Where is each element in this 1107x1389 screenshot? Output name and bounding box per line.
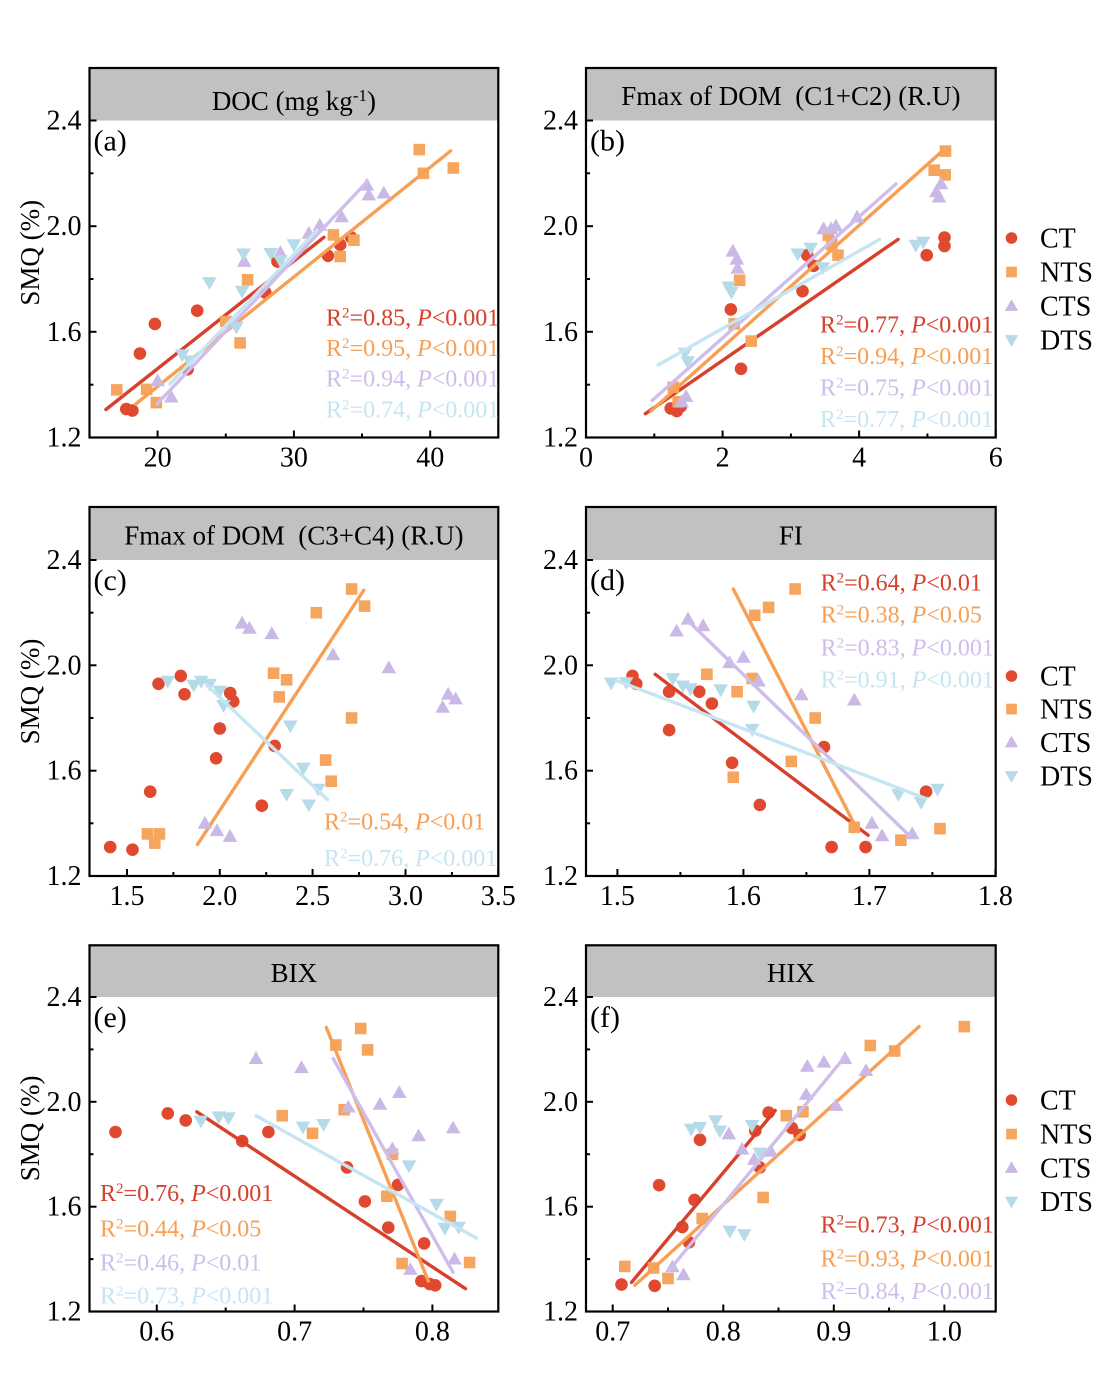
svg-text:2.4: 2.4 [543, 106, 578, 137]
svg-text:30: 30 [280, 443, 308, 474]
svg-text:2.4: 2.4 [47, 982, 82, 1013]
svg-text:2.4: 2.4 [47, 545, 82, 576]
svg-text:0.7: 0.7 [595, 1317, 630, 1348]
svg-text:(b): (b) [590, 125, 625, 158]
svg-text:(c): (c) [94, 564, 127, 597]
svg-text:1.2: 1.2 [47, 861, 82, 892]
svg-text:1.6: 1.6 [47, 317, 82, 348]
svg-text:DTS: DTS [1040, 762, 1093, 793]
svg-text:R2=0.91, P<0.001: R2=0.91, P<0.001 [821, 668, 994, 694]
svg-text:1.2: 1.2 [543, 423, 578, 454]
svg-text:2.0: 2.0 [543, 211, 578, 242]
svg-text:R2=0.76, P<0.001: R2=0.76, P<0.001 [324, 846, 497, 872]
svg-text:0: 0 [579, 443, 593, 474]
svg-text:3.5: 3.5 [481, 881, 516, 912]
svg-text:R2=0.76, P<0.001: R2=0.76, P<0.001 [100, 1181, 273, 1207]
svg-text:NTS: NTS [1040, 695, 1093, 726]
svg-text:CT: CT [1040, 224, 1076, 255]
svg-text:6: 6 [989, 443, 1003, 474]
svg-text:1.6: 1.6 [543, 756, 578, 787]
svg-text:2.0: 2.0 [47, 650, 82, 681]
svg-text:R2=0.77, P<0.001: R2=0.77, P<0.001 [820, 313, 993, 339]
svg-text:3.0: 3.0 [388, 881, 423, 912]
svg-text:(d): (d) [590, 564, 625, 597]
svg-text:CTS: CTS [1040, 728, 1091, 759]
svg-text:0.8: 0.8 [415, 1317, 450, 1348]
svg-text:4: 4 [852, 443, 866, 474]
svg-text:(f): (f) [590, 1001, 620, 1034]
svg-text:R2=0.77, P<0.001: R2=0.77, P<0.001 [820, 407, 993, 433]
svg-text:DTS: DTS [1040, 1187, 1093, 1218]
svg-text:20: 20 [144, 443, 172, 474]
svg-text:2.0: 2.0 [543, 650, 578, 681]
svg-text:CT: CT [1040, 1086, 1076, 1117]
svg-text:2.4: 2.4 [543, 545, 578, 576]
svg-text:CT: CT [1040, 662, 1076, 693]
svg-text:DTS: DTS [1040, 326, 1093, 357]
svg-text:2.0: 2.0 [47, 1087, 82, 1118]
svg-text:(a): (a) [94, 125, 127, 158]
svg-text:R2=0.94, P<0.001: R2=0.94, P<0.001 [326, 367, 499, 393]
svg-text:1.2: 1.2 [543, 861, 578, 892]
svg-text:1.6: 1.6 [726, 881, 761, 912]
svg-text:R2=0.44, P<0.05: R2=0.44, P<0.05 [100, 1216, 261, 1242]
svg-text:R2=0.54, P<0.01: R2=0.54, P<0.01 [324, 810, 485, 836]
svg-text:2.0: 2.0 [47, 211, 82, 242]
svg-text:R2=0.74, P<0.001: R2=0.74, P<0.001 [326, 397, 499, 423]
svg-text:R2=0.38, P<0.05: R2=0.38, P<0.05 [821, 603, 982, 629]
svg-text:R2=0.83, P<0.001: R2=0.83, P<0.001 [821, 635, 994, 661]
svg-text:R2=0.73, P<0.001: R2=0.73, P<0.001 [100, 1284, 273, 1310]
svg-text:1.0: 1.0 [927, 1317, 962, 1348]
svg-text:0.7: 0.7 [277, 1317, 312, 1348]
svg-text:R2=0.73, P<0.001: R2=0.73, P<0.001 [821, 1212, 994, 1238]
svg-text:Fmax of DOM (C1+C2) (R.U): Fmax of DOM (C1+C2) (R.U) [621, 81, 960, 111]
svg-text:R2=0.84, P<0.001: R2=0.84, P<0.001 [821, 1279, 994, 1305]
svg-text:0.6: 0.6 [139, 1317, 174, 1348]
svg-text:NTS: NTS [1040, 1120, 1093, 1151]
svg-text:0.8: 0.8 [706, 1317, 741, 1348]
svg-text:R2=0.93, P<0.001: R2=0.93, P<0.001 [821, 1247, 994, 1273]
svg-text:BIX: BIX [271, 958, 318, 988]
svg-text:1.6: 1.6 [543, 1192, 578, 1223]
svg-text:R2=0.75, P<0.001: R2=0.75, P<0.001 [820, 376, 993, 402]
svg-text:2.4: 2.4 [543, 982, 578, 1013]
svg-text:DOC (mg kg-1): DOC (mg kg-1) [212, 86, 376, 116]
svg-text:1.6: 1.6 [47, 1192, 82, 1223]
svg-text:R2=0.64, P<0.01: R2=0.64, P<0.01 [821, 571, 982, 597]
svg-text:R2=0.85, P<0.001: R2=0.85, P<0.001 [326, 306, 499, 332]
svg-text:2.0: 2.0 [543, 1087, 578, 1118]
svg-text:Fmax of DOM (C3+C4) (R.U): Fmax of DOM (C3+C4) (R.U) [124, 521, 463, 551]
svg-text:2.0: 2.0 [202, 881, 237, 912]
svg-text:1.5: 1.5 [110, 881, 145, 912]
svg-text:2: 2 [716, 443, 730, 474]
svg-text:NTS: NTS [1040, 258, 1093, 289]
svg-text:R2=0.46, P<0.01: R2=0.46, P<0.01 [100, 1250, 261, 1276]
svg-text:2.4: 2.4 [47, 106, 82, 137]
svg-text:FI: FI [779, 521, 803, 551]
svg-text:2.5: 2.5 [295, 881, 330, 912]
svg-text:SMQ (%): SMQ (%) [15, 639, 45, 745]
svg-text:R2=0.94, P<0.001: R2=0.94, P<0.001 [820, 344, 993, 370]
svg-text:1.6: 1.6 [543, 317, 578, 348]
svg-text:1.7: 1.7 [852, 881, 887, 912]
svg-text:R2=0.95, P<0.001: R2=0.95, P<0.001 [326, 336, 499, 362]
svg-text:(e): (e) [94, 1001, 127, 1034]
svg-text:CTS: CTS [1040, 1154, 1091, 1185]
svg-text:CTS: CTS [1040, 292, 1091, 323]
svg-text:1.2: 1.2 [47, 423, 82, 454]
svg-text:1.2: 1.2 [47, 1297, 82, 1328]
svg-text:SMQ (%): SMQ (%) [15, 1076, 45, 1182]
svg-text:1.8: 1.8 [978, 881, 1013, 912]
svg-text:1.2: 1.2 [543, 1297, 578, 1328]
svg-text:SMQ (%): SMQ (%) [15, 200, 45, 306]
svg-text:1.5: 1.5 [600, 881, 635, 912]
svg-text:1.6: 1.6 [47, 756, 82, 787]
svg-text:HIX: HIX [767, 958, 815, 988]
svg-text:40: 40 [416, 443, 444, 474]
svg-text:0.9: 0.9 [816, 1317, 851, 1348]
